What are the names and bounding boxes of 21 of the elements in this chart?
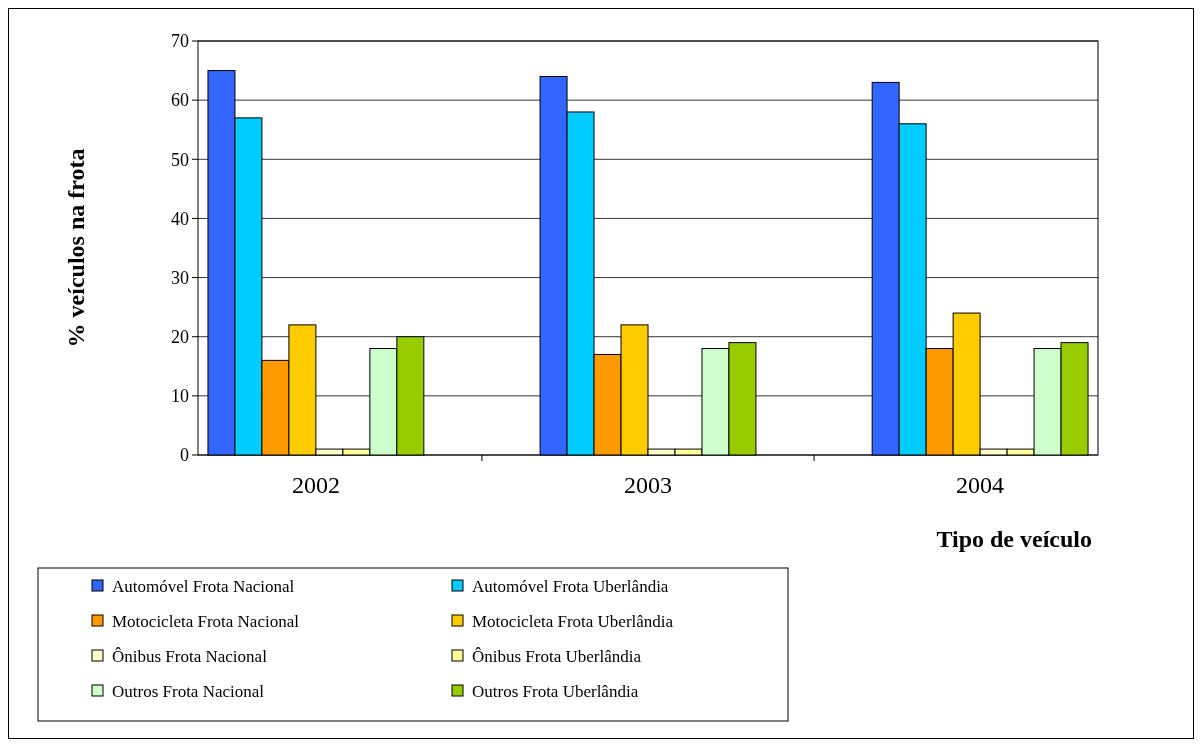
legend-label: Outros Frota Nacional xyxy=(112,681,265,701)
legend-label: Motocicleta Frota Uberlândia xyxy=(472,611,674,631)
x-tick-label: 2002 xyxy=(291,472,340,498)
y-tick-label: 30 xyxy=(171,267,189,288)
y-tick-label: 50 xyxy=(171,149,189,170)
y-tick-label: 0 xyxy=(180,445,189,466)
legend-label: Outros Frota Uberlândia xyxy=(472,681,639,701)
x-axis-title: Tipo de veículo xyxy=(936,526,1092,552)
y-axis-title: % veículos na frota xyxy=(63,148,89,348)
y-tick-label: 60 xyxy=(171,90,189,111)
legend-label: Ônibus Frota Nacional xyxy=(112,646,268,666)
legend-label: Motocicleta Frota Nacional xyxy=(112,611,300,631)
legend-label: Automóvel Frota Uberlândia xyxy=(472,576,669,596)
y-tick-label: 70 xyxy=(171,31,189,52)
y-tick-label: 20 xyxy=(171,327,189,348)
legend-label: Automóvel Frota Nacional xyxy=(112,576,295,596)
x-tick-label: 2004 xyxy=(956,472,1005,498)
y-tick-label: 10 xyxy=(171,386,189,407)
legend-label: Ônibus Frota Uberlândia xyxy=(472,646,642,666)
x-tick-label: 2003 xyxy=(624,472,672,498)
y-tick-label: 40 xyxy=(171,208,189,229)
